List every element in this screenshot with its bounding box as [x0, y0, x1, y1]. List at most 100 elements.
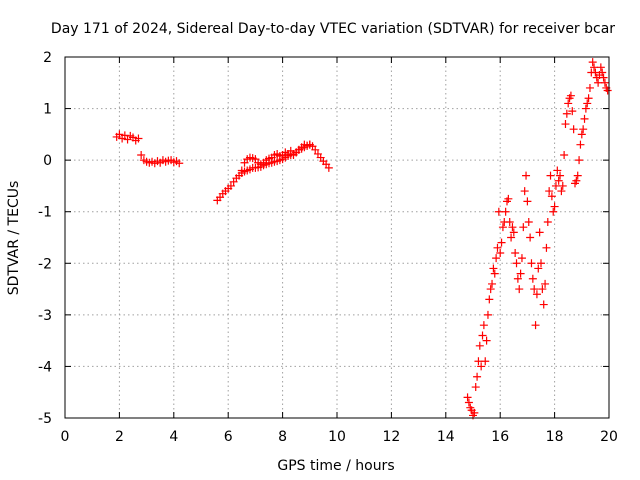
data-point-marker	[137, 150, 146, 159]
x-axis-label: GPS time / hours	[277, 458, 394, 474]
data-point-marker	[599, 73, 608, 82]
data-point-marker	[558, 181, 567, 190]
data-point-marker	[115, 130, 124, 139]
data-point-marker	[477, 362, 486, 371]
data-point-marker	[568, 107, 577, 116]
data-point-marker	[474, 357, 483, 366]
x-tick-label: 14	[437, 429, 455, 445]
data-point-marker	[488, 279, 497, 288]
data-point-marker	[471, 383, 480, 392]
data-point-marker	[523, 197, 532, 206]
data-point-marker	[537, 259, 545, 268]
data-point-marker	[134, 134, 143, 143]
x-tick-label: 8	[278, 429, 287, 445]
data-point-marker	[603, 86, 612, 95]
data-points	[112, 58, 612, 420]
data-point-marker	[530, 285, 539, 294]
data-point-marker	[324, 163, 333, 172]
data-point-marker	[515, 285, 524, 294]
data-point-marker	[286, 146, 295, 155]
y-tick-label: -1	[38, 205, 52, 221]
data-point-marker	[479, 321, 488, 330]
x-tick-label: 12	[382, 429, 400, 445]
data-point-marker	[501, 207, 510, 216]
data-point-marker	[516, 269, 525, 278]
data-point-marker	[557, 187, 566, 196]
data-point-marker	[561, 120, 570, 129]
x-tick-label: 4	[169, 429, 178, 445]
data-point-marker	[531, 321, 540, 330]
data-point-marker	[490, 269, 499, 278]
x-tick-label: 2	[115, 429, 124, 445]
data-point-marker	[492, 254, 501, 263]
data-point-marker	[564, 99, 573, 108]
data-point-marker	[485, 295, 494, 304]
data-point-marker	[546, 171, 555, 180]
data-point-marker	[305, 140, 314, 149]
data-point-marker	[535, 228, 544, 237]
data-point-marker	[496, 248, 505, 257]
data-point-marker	[498, 223, 507, 232]
x-tick-label: 6	[224, 429, 233, 445]
data-point-marker	[532, 290, 541, 299]
data-point-marker	[547, 192, 556, 201]
data-point-marker	[549, 207, 558, 216]
data-point-marker	[497, 238, 506, 247]
data-point-marker	[473, 372, 482, 381]
y-tick-label: 1	[43, 102, 52, 118]
chart-title: Day 171 of 2024, Sidereal Day-to-day VTE…	[51, 21, 615, 37]
data-point-marker	[481, 357, 490, 366]
data-point-marker	[511, 248, 520, 257]
data-point-marker	[489, 264, 498, 273]
data-point-marker	[527, 259, 536, 268]
x-tick-label: 20	[600, 429, 618, 445]
data-point-marker	[590, 63, 599, 72]
data-point-marker	[598, 68, 607, 77]
data-point-marker	[237, 166, 246, 175]
data-point-marker	[575, 156, 584, 165]
data-point-marker	[569, 125, 578, 134]
y-tick-label: -2	[38, 256, 52, 272]
data-point-marker	[562, 109, 571, 118]
plot-frame	[64, 56, 610, 419]
data-point-marker	[534, 264, 543, 273]
data-point-marker	[539, 300, 548, 309]
grid	[65, 57, 609, 418]
data-point-marker	[591, 68, 600, 77]
data-point-marker	[494, 207, 503, 216]
data-point-marker	[463, 393, 472, 402]
data-point-marker	[566, 91, 575, 100]
data-point-marker	[507, 233, 516, 242]
data-point-marker	[554, 176, 563, 185]
data-point-marker	[585, 83, 594, 92]
x-tick-label: 18	[546, 429, 564, 445]
data-point-marker	[478, 331, 487, 340]
data-point-marker	[505, 218, 514, 227]
data-point-marker	[543, 218, 552, 227]
data-point-marker	[579, 125, 588, 134]
data-point-marker	[508, 223, 517, 232]
data-point-marker	[493, 243, 502, 252]
y-tick-label: -3	[38, 308, 52, 324]
data-point-marker	[600, 78, 609, 87]
data-point-marker	[513, 274, 522, 283]
data-point-marker	[512, 259, 521, 268]
data-point-marker	[556, 171, 565, 180]
data-point-marker	[551, 181, 560, 190]
data-point-marker	[541, 279, 550, 288]
data-point-marker	[483, 310, 492, 319]
data-point-marker	[475, 341, 484, 350]
data-point-marker	[581, 104, 590, 113]
data-point-marker	[522, 171, 531, 180]
data-point-marker	[542, 243, 551, 252]
data-point-marker	[594, 78, 603, 87]
y-tick-label: -4	[38, 359, 52, 375]
data-point-marker	[520, 187, 529, 196]
data-point-marker	[560, 150, 569, 159]
data-point-marker	[545, 187, 554, 196]
data-point-marker	[226, 181, 235, 190]
y-tick-label: -5	[38, 411, 52, 427]
data-point-marker	[311, 145, 320, 154]
